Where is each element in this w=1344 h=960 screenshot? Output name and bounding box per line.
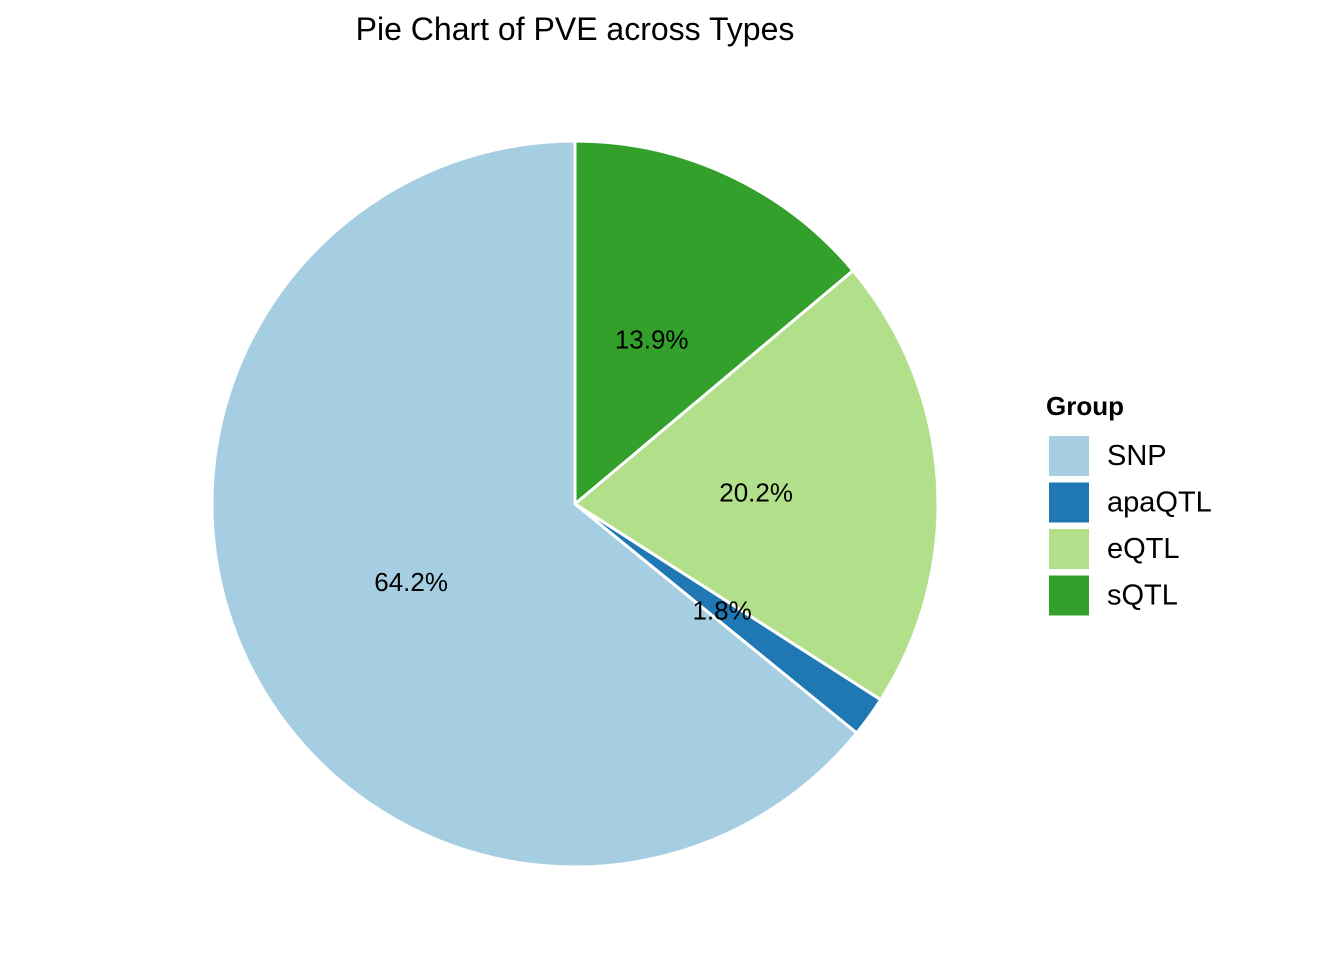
legend-label-eqtl: eQTL (1107, 533, 1180, 565)
chart-title: Pie Chart of PVE across Types (356, 11, 795, 47)
pie-slice-snp (210, 139, 859, 869)
slice-label-apaqtl: 1.8% (692, 595, 751, 625)
legend-swatch-eqtl (1047, 527, 1091, 571)
legend-label-snp: SNP (1107, 440, 1167, 472)
legend-label-apaqtl: apaQTL (1107, 487, 1212, 519)
pie-slice-eqtl (573, 269, 940, 702)
legend-swatch-snp (1047, 434, 1091, 478)
slice-label-snp: 64.2% (374, 567, 448, 597)
legend-label-sqtl: sQTL (1107, 580, 1178, 612)
legend-title: Group (1046, 391, 1124, 421)
slice-label-sqtl: 13.9% (615, 324, 689, 354)
pie-slice-labels: 13.9% 20.2% 1.8% 64.2% (374, 324, 793, 625)
legend: Group SNP apaQTL eQTL sQTL (1046, 391, 1212, 618)
legend-swatch-sqtl (1047, 573, 1091, 618)
slice-label-eqtl: 20.2% (719, 477, 793, 507)
legend-swatch-apaqtl (1047, 480, 1091, 525)
pie-slices (210, 139, 940, 869)
pie-slice-sqtl (573, 139, 855, 506)
